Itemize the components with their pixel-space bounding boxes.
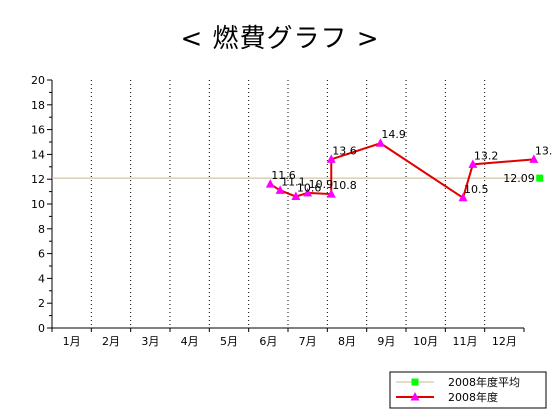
y-tick-label: 4 [38, 272, 45, 285]
y-tick-label: 14 [31, 148, 45, 161]
series-data-label: 10.6 [297, 182, 322, 195]
x-tick-label: 11月 [453, 335, 478, 348]
x-tick-label: 7月 [299, 335, 317, 348]
x-tick-label: 6月 [259, 335, 277, 348]
series-point-triangle [326, 154, 336, 163]
x-tick-label: 9月 [377, 335, 395, 348]
x-tick-label: 3月 [141, 335, 159, 348]
series-data-label: 13. [535, 144, 553, 157]
series-data-label: 11.1 [281, 175, 306, 188]
y-tick-label: 10 [31, 198, 45, 211]
x-tick-label: 12月 [492, 335, 517, 348]
x-tick-label: 5月 [220, 335, 238, 348]
series-data-label: 10.5 [464, 183, 489, 196]
x-tick-label: 10月 [413, 335, 438, 348]
data-labels: 12.09 11.611.110.610.9 10.8 13.6 14.9 10.5 13.… [271, 128, 552, 196]
series-data-label: 10.9 [309, 178, 334, 191]
legend-label-2008: 2008年度 [448, 390, 498, 404]
series-point-triangle [375, 138, 385, 147]
series-point-triangle [458, 192, 468, 202]
series-point-triangle [291, 191, 301, 201]
y-tick-label: 18 [31, 99, 45, 112]
series-point-triangle [265, 179, 275, 188]
y-tick-label: 8 [38, 223, 45, 236]
series-data-label: 11.6 [271, 169, 296, 182]
chart-title: < 燃費グラフ > [180, 24, 380, 54]
average-marker [536, 174, 544, 182]
series-data-label: 14.9 [381, 128, 406, 141]
y-tick-label: 0 [38, 322, 45, 335]
legend-box [389, 371, 547, 409]
grid-lines [90, 80, 486, 328]
series-point-triangle [468, 159, 478, 168]
y-tick-label: 20 [31, 74, 45, 87]
series-group [52, 138, 544, 202]
legend-marker-2008 [410, 392, 420, 401]
series-point-triangle [275, 185, 285, 194]
y-tick-label: 12 [31, 173, 45, 186]
legend-marker-average [411, 378, 419, 386]
average-data-label: 12.09 [503, 172, 535, 185]
y-tick-label: 6 [38, 248, 45, 261]
tick-labels: 0 2 4 6 8 10 12 14 16 18 20 1月 2月 3月 4月 5月 6月 7月 8月 9月 10月 11… [31, 74, 517, 348]
x-tick-label: 2月 [102, 335, 120, 348]
x-tick-label: 4月 [181, 335, 199, 348]
y-tick-label: 2 [38, 297, 45, 310]
series-data-label: 13.2 [474, 149, 499, 162]
series-line-2008 [269, 142, 534, 200]
axes [47, 79, 525, 332]
series-data-label: 13.6 [332, 144, 357, 157]
series-point-triangle [326, 189, 336, 198]
legend-label-average: 2008年度平均 [448, 375, 520, 389]
series-point-triangle [303, 187, 313, 197]
series-data-label: 10.8 [332, 179, 357, 192]
x-tick-label: 1月 [63, 335, 81, 348]
series-point-triangle [529, 154, 539, 163]
y-tick-label: 16 [31, 124, 45, 137]
x-tick-label: 8月 [338, 335, 356, 348]
